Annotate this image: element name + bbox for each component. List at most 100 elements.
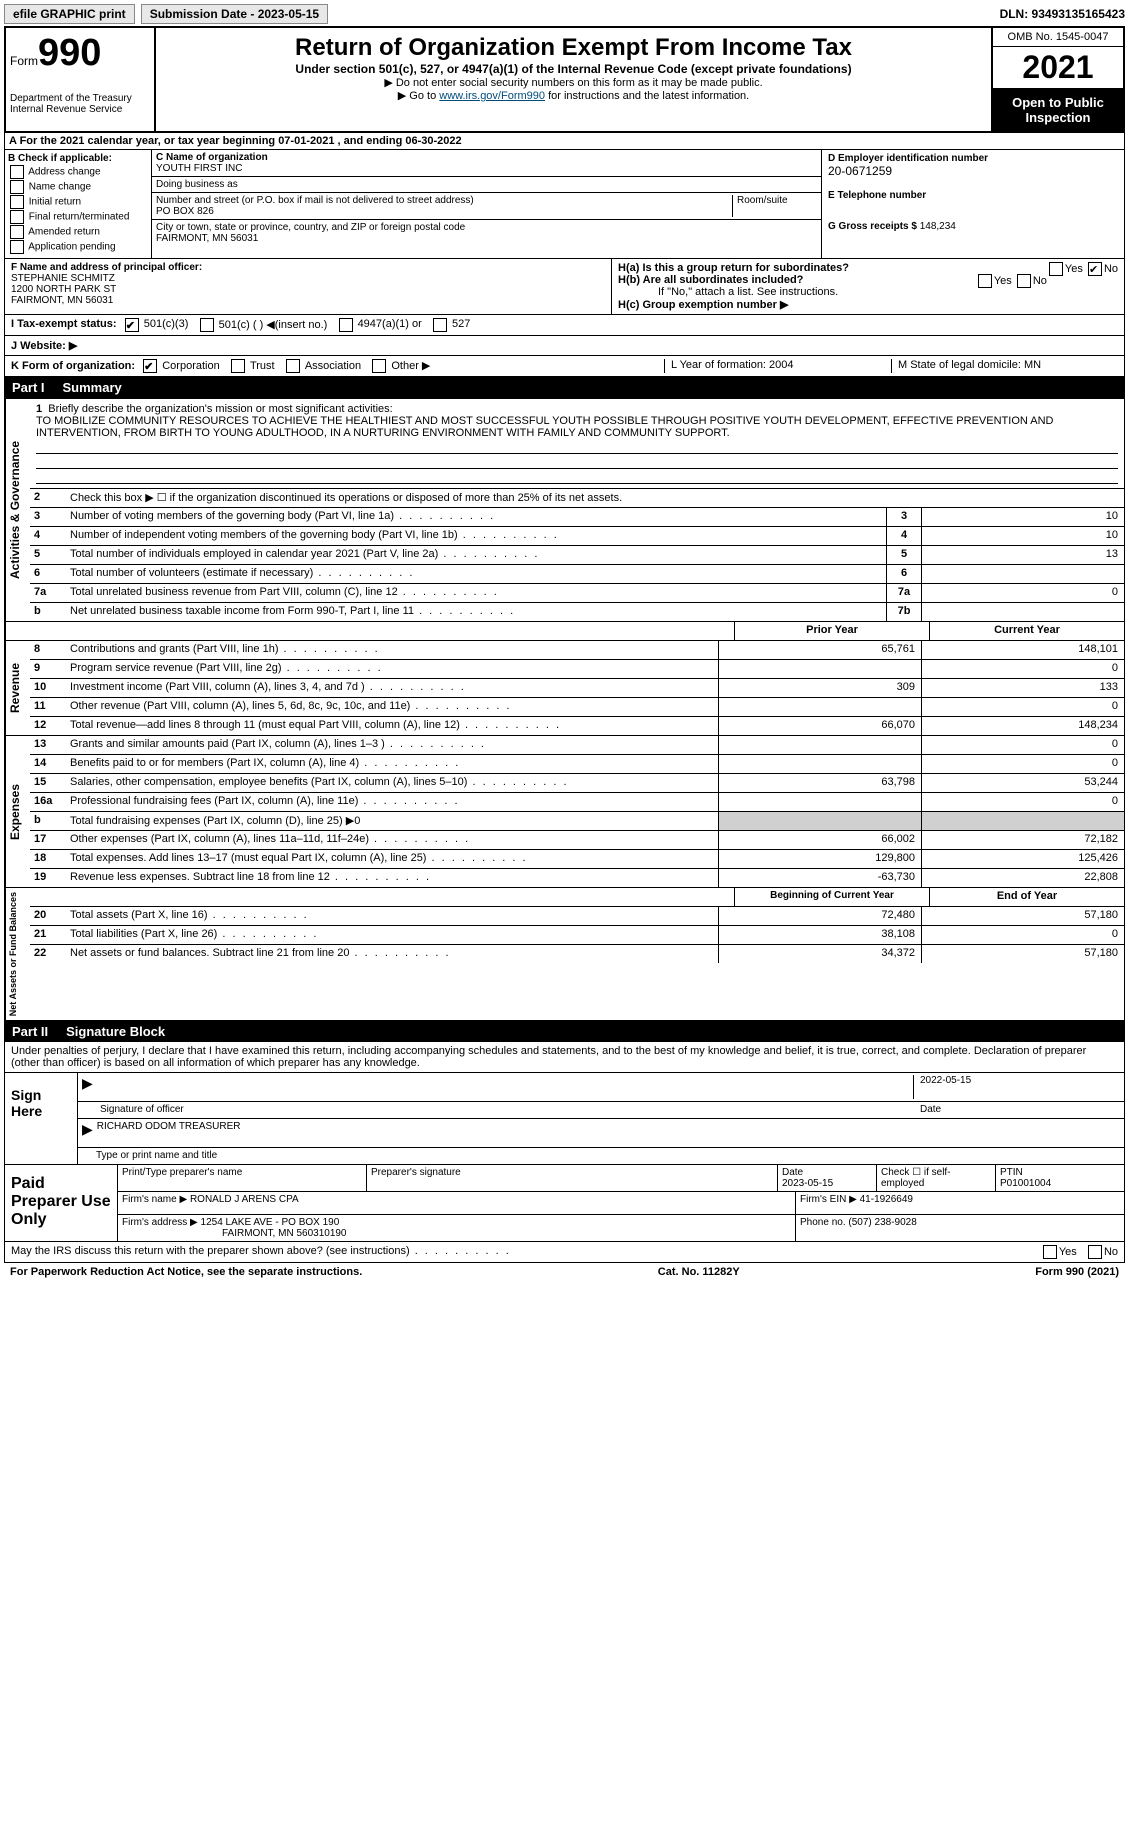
- netassets-section: Net Assets or Fund Balances Beginning of…: [4, 888, 1125, 1021]
- state-domicile: M State of legal domicile: MN: [891, 359, 1118, 373]
- part2-title: Signature Block: [66, 1024, 165, 1039]
- corp-checkbox[interactable]: ✔: [143, 359, 157, 373]
- mission-text: TO MOBILIZE COMMUNITY RESOURCES TO ACHIE…: [36, 415, 1054, 439]
- section-a: A For the 2021 calendar year, or tax yea…: [4, 133, 1125, 150]
- hb-yes-checkbox[interactable]: [978, 274, 992, 288]
- officer-addr2: FAIRMONT, MN 56031: [11, 295, 113, 306]
- prep-date-header: Date: [782, 1167, 803, 1178]
- section-b: B Check if applicable: Address change Na…: [5, 150, 152, 258]
- table-row: bTotal fundraising expenses (Part IX, co…: [30, 811, 1124, 830]
- ein-label: D Employer identification number: [828, 153, 1118, 164]
- form-label: Form: [10, 54, 38, 68]
- officer-name: STEPHANIE SCHMITZ: [11, 273, 115, 284]
- ha-yes-checkbox[interactable]: [1049, 262, 1063, 276]
- section-c: C Name of organization YOUTH FIRST INC D…: [152, 150, 822, 258]
- table-row: 21Total liabilities (Part X, line 26)38,…: [30, 925, 1124, 944]
- table-row: 22Net assets or fund balances. Subtract …: [30, 944, 1124, 963]
- opt-other: Other ▶: [391, 360, 430, 372]
- checkbox-name-change[interactable]: [10, 180, 24, 194]
- opt-527: 527: [452, 318, 470, 332]
- efile-topbar: efile GRAPHIC print Submission Date - 20…: [4, 4, 1125, 24]
- 501c3-checkbox[interactable]: ✔: [125, 318, 139, 332]
- street-label: Number and street (or P.O. box if mail i…: [156, 195, 728, 206]
- footer-right: Form 990 (2021): [1035, 1266, 1119, 1278]
- signer-name: RICHARD ODOM TREASURER: [97, 1121, 241, 1145]
- open-to-public: Open to Public Inspection: [993, 89, 1123, 131]
- checkbox-amended[interactable]: [10, 225, 24, 239]
- opt-address-change: Address change: [28, 167, 100, 178]
- ptin-header: PTIN: [1000, 1167, 1023, 1178]
- checkbox-address-change[interactable]: [10, 165, 24, 179]
- street-value: PO BOX 826: [156, 206, 728, 217]
- arrow-icon: ▶: [82, 1121, 93, 1145]
- form-subtitle: Under section 501(c), 527, or 4947(a)(1)…: [162, 62, 985, 76]
- discuss-no-checkbox[interactable]: [1088, 1245, 1102, 1259]
- 501c-checkbox[interactable]: [200, 318, 214, 332]
- dba-label: Doing business as: [156, 179, 817, 190]
- hb-no-checkbox[interactable]: [1017, 274, 1031, 288]
- ha-no-checkbox[interactable]: ✔: [1088, 262, 1102, 276]
- prep-self-header: Check ☐ if self-employed: [877, 1165, 996, 1191]
- tax-status-label: I Tax-exempt status:: [11, 318, 117, 332]
- revenue-section: Revenue 8Contributions and grants (Part …: [4, 641, 1125, 736]
- begin-year-header: Beginning of Current Year: [734, 888, 929, 906]
- part2-header: Part II Signature Block: [4, 1021, 1125, 1042]
- sig-date-label: Date: [914, 1104, 1120, 1116]
- opt-name-change: Name change: [29, 182, 91, 193]
- year-header-row: Prior Year Current Year: [4, 622, 1125, 641]
- table-row: 9Program service revenue (Part VIII, lin…: [30, 659, 1124, 678]
- table-row: 5Total number of individuals employed in…: [30, 545, 1124, 564]
- section-i: I Tax-exempt status: ✔ 501(c)(3) 501(c) …: [4, 315, 1125, 336]
- part1-title: Summary: [63, 380, 122, 395]
- table-row: 6Total number of volunteers (estimate if…: [30, 564, 1124, 583]
- ha-yes: Yes: [1065, 263, 1083, 275]
- opt-501c: 501(c) ( ) ◀(insert no.): [219, 318, 328, 332]
- sign-here-block: Sign Here ▶ 2022-05-15 Signature of offi…: [4, 1073, 1125, 1165]
- submission-date-button[interactable]: Submission Date - 2023-05-15: [141, 4, 328, 24]
- officer-addr1: 1200 NORTH PARK ST: [11, 284, 116, 295]
- expenses-section: Expenses 13Grants and similar amounts pa…: [4, 736, 1125, 888]
- 4947-checkbox[interactable]: [339, 318, 353, 332]
- penalties-text: Under penalties of perjury, I declare th…: [4, 1042, 1125, 1073]
- discuss-no: No: [1104, 1246, 1118, 1258]
- firm-addr-label: Firm's address ▶: [122, 1217, 198, 1228]
- revenue-side-label: Revenue: [5, 641, 30, 735]
- part2-tag: Part II: [12, 1024, 48, 1039]
- table-row: 15Salaries, other compensation, employee…: [30, 773, 1124, 792]
- checkbox-final-return[interactable]: [10, 210, 24, 224]
- firm-name: RONALD J ARENS CPA: [190, 1194, 299, 1205]
- gross-label: G Gross receipts $: [828, 221, 917, 232]
- table-row: 16aProfessional fundraising fees (Part I…: [30, 792, 1124, 811]
- tax-year: 2021: [993, 47, 1123, 89]
- table-row: 3Number of voting members of the governi…: [30, 507, 1124, 526]
- table-row: 4Number of independent voting members of…: [30, 526, 1124, 545]
- mission-box: 1 Briefly describe the organization's mi…: [30, 399, 1124, 488]
- assoc-checkbox[interactable]: [286, 359, 300, 373]
- hb-no: No: [1033, 275, 1047, 287]
- discuss-yes-checkbox[interactable]: [1043, 1245, 1057, 1259]
- section-klm: K Form of organization: ✔ Corporation Tr…: [4, 356, 1125, 377]
- prep-date: 2023-05-15: [782, 1178, 833, 1189]
- org-name-label: C Name of organization: [156, 152, 817, 163]
- irs-link[interactable]: www.irs.gov/Form990: [439, 90, 545, 102]
- mission-label: Briefly describe the organization's miss…: [48, 403, 392, 415]
- ptin-value: P01001004: [1000, 1178, 1051, 1189]
- opt-pending: Application pending: [28, 242, 115, 253]
- trust-checkbox[interactable]: [231, 359, 245, 373]
- ein-value: 20-0671259: [828, 164, 1118, 178]
- org-name: YOUTH FIRST INC: [156, 163, 817, 174]
- 527-checkbox[interactable]: [433, 318, 447, 332]
- checkbox-pending[interactable]: [10, 240, 24, 254]
- efile-print-button[interactable]: efile GRAPHIC print: [4, 4, 135, 24]
- preparer-block: Paid Preparer Use Only Print/Type prepar…: [4, 1165, 1125, 1242]
- sign-here-label: Sign Here: [5, 1073, 78, 1164]
- other-checkbox[interactable]: [372, 359, 386, 373]
- room-label: Room/suite: [733, 195, 817, 217]
- opt-assoc: Association: [305, 360, 361, 372]
- omb-number: OMB No. 1545-0047: [993, 28, 1123, 47]
- opt-4947: 4947(a)(1) or: [358, 318, 422, 332]
- table-row: 12Total revenue—add lines 8 through 11 (…: [30, 716, 1124, 735]
- website-label: J Website: ▶: [11, 339, 77, 352]
- checkbox-initial-return[interactable]: [10, 195, 24, 209]
- firm-ein: 41-1926649: [860, 1194, 913, 1205]
